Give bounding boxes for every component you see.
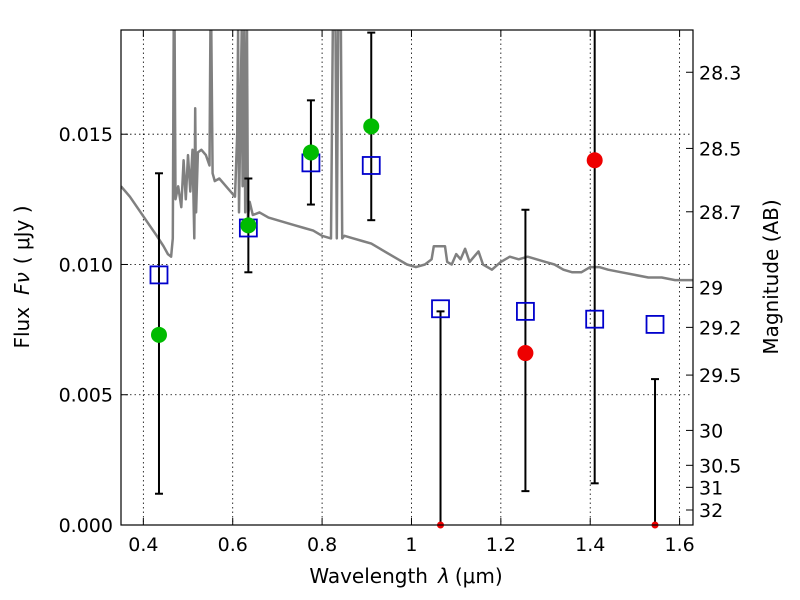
y2-tick-label: 32: [699, 500, 723, 522]
detection-point: [363, 118, 380, 135]
y-tick-label: 0.015: [59, 124, 113, 146]
model-square-point: [149, 265, 169, 285]
x-tick-label: 0.4: [128, 534, 158, 556]
y-tick-label: 0.010: [59, 254, 113, 276]
x-tick-label: 0.8: [307, 534, 337, 556]
y2-tick-label: 30.5: [699, 455, 741, 477]
x-tick-label: 1.2: [486, 534, 516, 556]
model-square-point: [361, 156, 381, 175]
y-axis-label: FluxFν( μJy ): [10, 205, 34, 348]
upper-limit-point: [586, 152, 603, 169]
model-square-point: [431, 299, 450, 319]
y-tick-label: 0.000: [59, 515, 113, 537]
detection-point: [240, 217, 257, 234]
detection-point: [150, 326, 167, 343]
sed-line: [121, 30, 693, 282]
y2-tick-label: 31: [699, 477, 723, 499]
y-tick-label: 0.005: [59, 385, 113, 407]
x-axis-label: Wavelength λ (μm): [309, 564, 502, 588]
plot-frame: [120, 29, 694, 526]
model-square-point: [585, 309, 605, 329]
y2-tick-label: 28.5: [699, 138, 741, 160]
y2-axis-label: Magnitude (AB): [759, 199, 783, 354]
x-tick-label: 1: [405, 534, 417, 556]
upper-limit-point: [517, 345, 534, 362]
y2-tick-label: 29.5: [699, 365, 741, 387]
x-tick-label: 1.4: [575, 534, 605, 556]
x-tick-label: 1.6: [664, 534, 694, 556]
detection-point: [302, 144, 319, 161]
y2-tick-label: 28.3: [699, 62, 741, 84]
y2-tick-label: 30: [699, 420, 723, 442]
y2-tick-label: 29.2: [699, 317, 741, 339]
model-square-point: [516, 301, 535, 321]
x-tick-label: 0.6: [218, 534, 248, 556]
axis-ticks: 0.4 0.6 0.8 1 1.2 1.4 1.6 0.000 0.005 0.010 0.015 2…: [59, 30, 741, 556]
grid-lines: [121, 30, 693, 526]
sed-curve-layer: [121, 30, 693, 282]
y2-tick-label: 28.7: [699, 202, 741, 224]
model-square-point: [645, 314, 665, 334]
y2-tick-label: 29: [699, 277, 723, 299]
